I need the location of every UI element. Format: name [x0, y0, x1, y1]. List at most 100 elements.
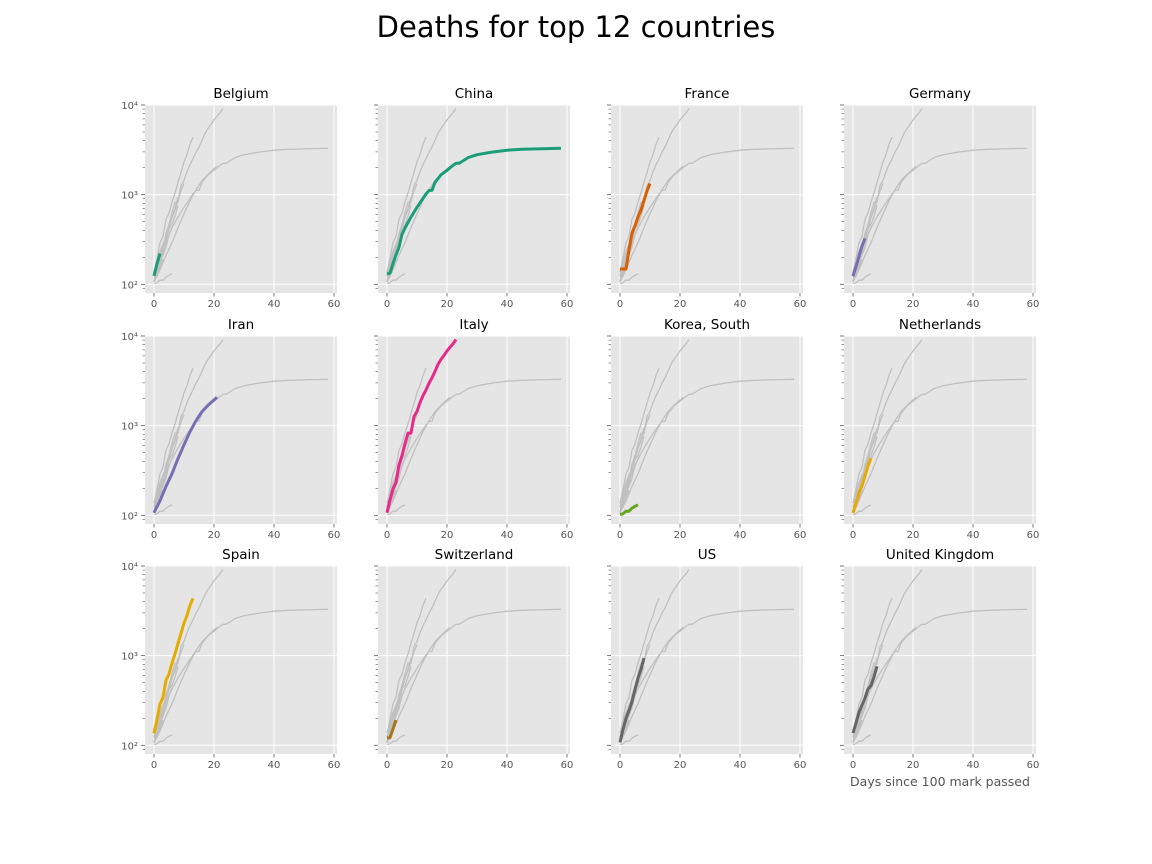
panel-title: United Kingdom	[886, 547, 994, 563]
background-series-line	[386, 504, 406, 516]
background-series-line	[852, 436, 878, 504]
plot-area	[378, 336, 570, 524]
highlight-series-line	[851, 237, 867, 277]
background-series-line	[153, 734, 173, 746]
highlight-series-line	[152, 597, 195, 734]
background-series-line	[386, 734, 406, 746]
highlight-series-line	[152, 396, 219, 514]
background-series-line	[386, 205, 412, 273]
x-tick-label: 0	[384, 760, 390, 771]
panel-belgium: 0 20 40 60 10² 10³ 10⁴ Belgium	[121, 86, 340, 310]
background-series-line	[852, 273, 872, 285]
x-tick-label: 0	[850, 299, 856, 310]
background-series-line	[619, 598, 660, 734]
background-series-line	[619, 165, 684, 282]
background-series-line	[386, 137, 427, 273]
panel-italy: 0 20 40 60 Italy	[374, 317, 573, 541]
highlight-series-line	[620, 182, 652, 271]
x-tick-label: 20	[674, 299, 687, 310]
panel-title: Italy	[459, 317, 488, 333]
background-series-line	[153, 226, 173, 283]
x-tick-label: 40	[501, 299, 514, 310]
panel-france: 0 20 40 60 France	[607, 86, 806, 310]
panel-title: Netherlands	[899, 317, 981, 333]
highlight-series-line	[386, 146, 562, 276]
x-tick-label: 0	[384, 299, 390, 310]
highlight-series-line	[851, 665, 879, 734]
x-tick-label: 0	[617, 760, 623, 771]
y-tick-label: 10²	[121, 511, 138, 522]
panel-title: Spain	[222, 547, 260, 563]
background-series-line	[852, 598, 893, 734]
x-tick-label: 60	[794, 760, 807, 771]
panel-title: US	[698, 547, 716, 563]
x-tick-label: 40	[734, 299, 747, 310]
background-series-line	[619, 273, 639, 285]
highlight-series-line	[851, 457, 873, 514]
x-tick-label: 40	[967, 530, 980, 541]
highlight-series-line	[619, 503, 639, 516]
panel-germany: 0 20 40 60 Germany	[840, 86, 1039, 310]
x-tick-label: 60	[561, 530, 574, 541]
background-series-line	[153, 626, 218, 743]
x-tick-label: 0	[151, 760, 157, 771]
x-tick-label: 60	[1027, 299, 1040, 310]
x-axis-label: Days since 100 mark passed	[850, 774, 1030, 789]
background-series-line	[852, 504, 872, 516]
x-tick-label: 40	[268, 530, 281, 541]
background-series-line	[619, 457, 639, 514]
y-tick-label: 10³	[121, 422, 138, 433]
x-tick-label: 0	[617, 299, 623, 310]
y-tick-label: 10⁴	[121, 101, 138, 112]
highlight-series-line	[386, 719, 398, 740]
background-series-line	[153, 273, 173, 285]
background-series-line	[852, 368, 893, 504]
panel-title: China	[455, 86, 494, 102]
background-series-line	[153, 137, 194, 273]
y-tick-label: 10²	[121, 741, 138, 752]
x-tick-label: 0	[384, 530, 390, 541]
x-tick-label: 60	[794, 299, 807, 310]
x-tick-label: 20	[674, 530, 687, 541]
background-series-line	[852, 226, 872, 283]
background-series-line	[153, 368, 194, 504]
x-tick-label: 40	[734, 530, 747, 541]
background-series-line	[852, 396, 917, 513]
plot-area	[145, 336, 337, 524]
background-series-line	[852, 137, 893, 273]
background-series-line	[852, 734, 872, 746]
x-tick-label: 60	[561, 760, 574, 771]
x-tick-label: 40	[967, 299, 980, 310]
highlight-series-line	[385, 338, 458, 514]
plot-area	[378, 105, 570, 293]
y-tick-label: 10⁴	[121, 332, 138, 343]
x-tick-label: 60	[561, 299, 574, 310]
x-tick-label: 20	[674, 760, 687, 771]
background-series-line	[852, 626, 917, 743]
background-series-line	[386, 396, 451, 513]
background-series-line	[619, 137, 660, 273]
x-tick-label: 20	[907, 299, 920, 310]
x-tick-label: 20	[441, 760, 454, 771]
plot-area	[844, 336, 1036, 524]
plot-area	[844, 105, 1036, 293]
background-series-line	[619, 734, 639, 746]
x-tick-label: 20	[441, 299, 454, 310]
x-tick-label: 60	[328, 760, 341, 771]
highlight-series-line	[618, 657, 646, 743]
y-tick-label: 10³	[121, 652, 138, 663]
background-series-line	[386, 666, 412, 734]
x-tick-label: 20	[907, 530, 920, 541]
x-tick-label: 20	[208, 299, 221, 310]
x-tick-label: 60	[1027, 530, 1040, 541]
x-tick-label: 0	[617, 530, 623, 541]
highlight-series-line	[152, 253, 162, 277]
x-tick-label: 0	[151, 299, 157, 310]
y-tick-label: 10⁴	[121, 562, 138, 573]
plot-area	[611, 566, 803, 754]
panel-title: Belgium	[213, 86, 268, 102]
background-series-line	[153, 687, 173, 744]
panel-united-kingdom: 0 20 40 60 United Kingdom Days since 100 mark…	[840, 547, 1039, 789]
background-series-line	[619, 396, 684, 513]
